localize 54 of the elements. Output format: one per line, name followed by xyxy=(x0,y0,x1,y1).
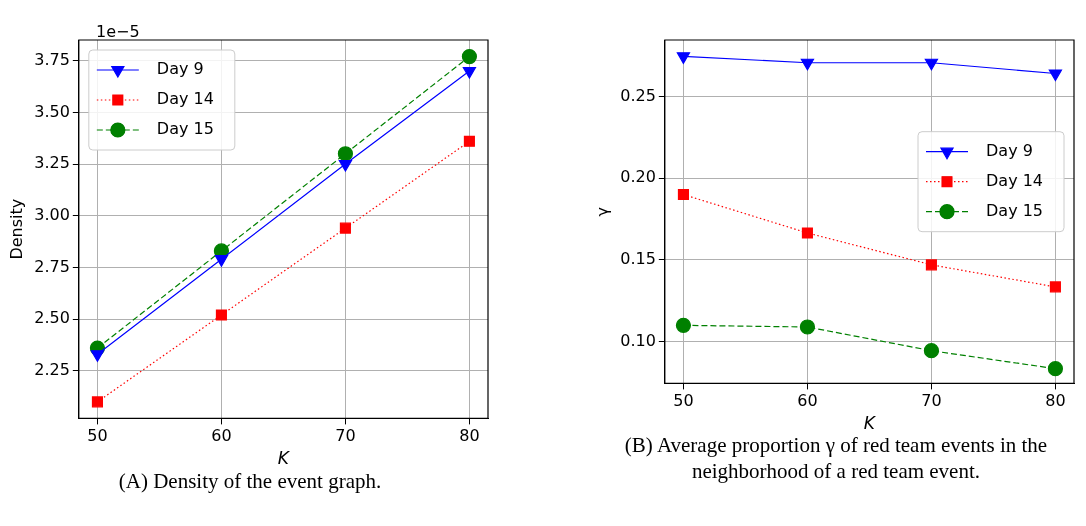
point xyxy=(1047,361,1063,377)
legend-label: Day 9 xyxy=(156,59,204,79)
point xyxy=(214,255,229,267)
point xyxy=(1049,281,1061,293)
point xyxy=(800,58,815,71)
y-tick-label: 0.25 xyxy=(620,85,656,105)
text: (B) Average proportion γ of red team events in the neighborhood of a red team event. xyxy=(623,432,1049,484)
point xyxy=(677,188,689,201)
y-tick-label: 3.00 xyxy=(34,204,70,224)
x-axis-title: K xyxy=(277,448,291,469)
point xyxy=(925,259,937,271)
y-axis-title: γ xyxy=(592,206,612,217)
y-tick-label: 2.75 xyxy=(34,256,70,276)
point xyxy=(676,52,691,64)
y-tick-label: 3.50 xyxy=(34,101,70,121)
legend-label: Day 15 xyxy=(156,119,214,139)
legend-label: Day 9 xyxy=(986,140,1033,160)
point xyxy=(91,396,103,408)
x-tick-label: 80 xyxy=(459,426,480,446)
x-tick-label: 50 xyxy=(87,426,108,446)
point xyxy=(215,309,227,321)
point xyxy=(799,319,816,335)
y-tick-label: 0.20 xyxy=(620,167,656,187)
point xyxy=(924,58,939,71)
y-tick-label: 3.25 xyxy=(34,153,70,173)
y-tick-label: 0.15 xyxy=(620,249,656,269)
legend-label: Day 15 xyxy=(986,200,1044,220)
x-axis-title: K xyxy=(863,413,877,434)
point xyxy=(463,135,475,147)
point xyxy=(923,343,940,359)
y-tick-label: 2.50 xyxy=(34,308,70,328)
y-tick-label: 2.25 xyxy=(34,360,70,379)
x-tick-label: 60 xyxy=(211,426,232,446)
legend-label: Day 14 xyxy=(156,89,214,109)
text: (A) Density of the event graph. xyxy=(117,468,383,494)
point xyxy=(337,146,354,162)
annotation: 1e−5 xyxy=(96,22,140,41)
y-axis-title: Density xyxy=(6,198,26,260)
x-tick-label: 60 xyxy=(797,391,818,411)
point xyxy=(461,48,477,65)
legend-label: Day 14 xyxy=(986,170,1044,190)
point xyxy=(462,66,477,79)
y-tick-label: 3.75 xyxy=(34,49,70,69)
point xyxy=(801,227,813,239)
point xyxy=(339,222,351,234)
x-tick-label: 50 xyxy=(673,391,694,411)
x-tick-label: 70 xyxy=(335,426,356,446)
point xyxy=(675,317,692,333)
point xyxy=(338,159,353,172)
x-tick-label: 80 xyxy=(1045,391,1066,411)
point xyxy=(1048,69,1063,82)
x-tick-label: 70 xyxy=(921,391,942,411)
point xyxy=(90,350,105,362)
y-tick-label: 0.10 xyxy=(620,330,656,350)
